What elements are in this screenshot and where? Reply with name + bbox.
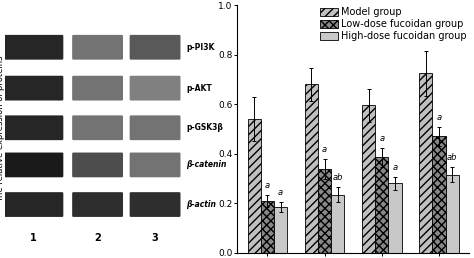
FancyBboxPatch shape xyxy=(4,192,64,217)
FancyBboxPatch shape xyxy=(72,192,123,217)
Bar xyxy=(261,201,274,253)
Text: 1: 1 xyxy=(30,233,37,243)
FancyBboxPatch shape xyxy=(4,76,64,101)
Text: β-actin: β-actin xyxy=(186,200,216,209)
FancyBboxPatch shape xyxy=(130,76,181,101)
Bar xyxy=(248,119,261,253)
Text: a: a xyxy=(379,134,384,143)
Text: a: a xyxy=(265,181,270,190)
Bar xyxy=(388,183,401,253)
Legend: Model group, Low-dose fucoidan group, High-dose fucoidan group: Model group, Low-dose fucoidan group, Hi… xyxy=(318,5,469,43)
Text: The relative expression of proteins: The relative expression of proteins xyxy=(0,56,5,202)
Text: a: a xyxy=(322,145,327,154)
FancyBboxPatch shape xyxy=(130,152,181,177)
Text: p-AKT: p-AKT xyxy=(186,84,212,93)
FancyBboxPatch shape xyxy=(72,152,123,177)
Text: p-PI3K: p-PI3K xyxy=(186,43,214,52)
Bar xyxy=(274,207,287,253)
Bar xyxy=(362,106,375,253)
Bar xyxy=(375,157,388,253)
Bar xyxy=(318,169,331,253)
Bar xyxy=(305,84,318,253)
FancyBboxPatch shape xyxy=(72,35,123,60)
FancyBboxPatch shape xyxy=(72,115,123,140)
FancyBboxPatch shape xyxy=(130,192,181,217)
Text: a: a xyxy=(278,188,283,197)
FancyBboxPatch shape xyxy=(130,115,181,140)
Text: ab: ab xyxy=(333,173,343,182)
FancyBboxPatch shape xyxy=(130,35,181,60)
FancyBboxPatch shape xyxy=(4,152,64,177)
Text: 2: 2 xyxy=(94,233,101,243)
Text: a: a xyxy=(437,112,441,122)
Bar xyxy=(432,136,446,253)
Text: 3: 3 xyxy=(152,233,158,243)
Text: p-GSK3β: p-GSK3β xyxy=(186,123,223,132)
FancyBboxPatch shape xyxy=(4,115,64,140)
FancyBboxPatch shape xyxy=(72,76,123,101)
Bar xyxy=(331,195,345,253)
Text: ab: ab xyxy=(447,154,457,163)
Bar xyxy=(419,73,432,253)
Text: β-catenin: β-catenin xyxy=(186,160,227,170)
Bar xyxy=(446,175,459,253)
Text: a: a xyxy=(392,163,398,172)
FancyBboxPatch shape xyxy=(4,35,64,60)
